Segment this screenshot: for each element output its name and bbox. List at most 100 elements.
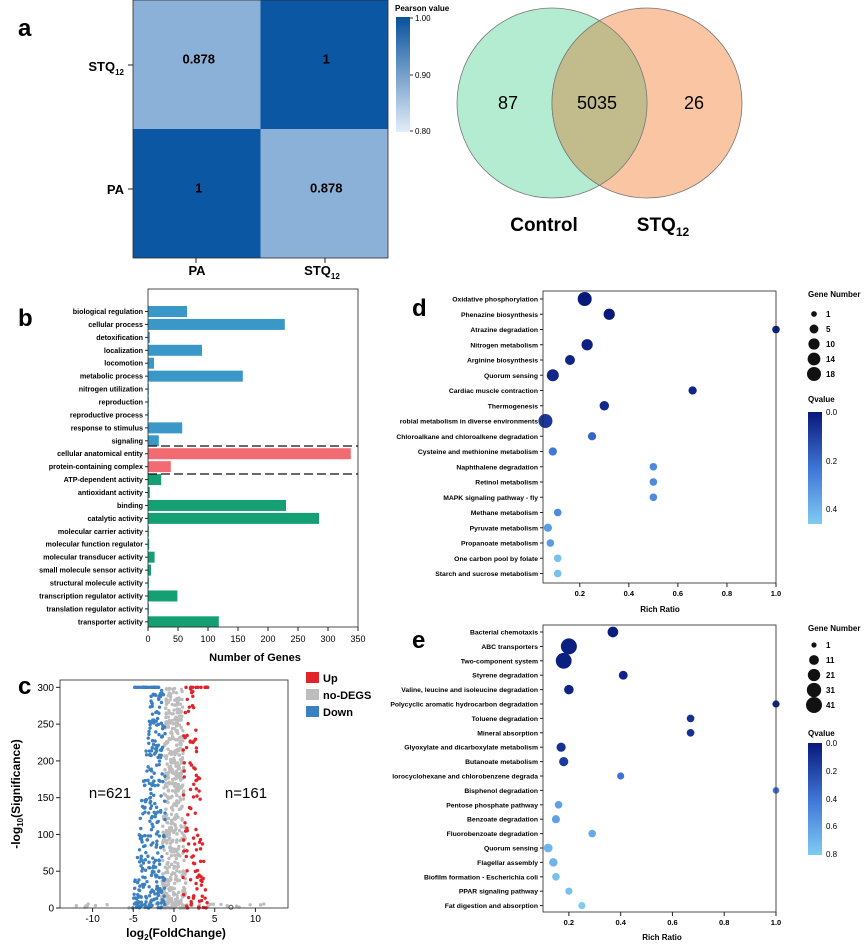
d-size-legend-title: Gene Number (808, 290, 860, 299)
d-x-tick-label: 0.4 (624, 589, 635, 598)
heatmap-row-label-2: PA (107, 182, 125, 197)
e-bubble (551, 815, 560, 824)
volcano-point (168, 751, 172, 756)
volcano-point (147, 781, 152, 786)
volcano-point (172, 686, 177, 691)
e-q-tick: 0.6 (826, 822, 838, 831)
volcano-point (178, 710, 182, 714)
volcano-point (150, 701, 154, 705)
d-pathway-label: Chloroalkane and chloroalkene degradatio… (396, 434, 538, 441)
volcano-point (170, 794, 174, 799)
volcano-point (148, 801, 152, 805)
volcano-point (188, 878, 193, 882)
e-pathway-label: Benzoate degradation (467, 817, 538, 824)
d-pathway-label: Naphthalene degradation (456, 464, 538, 471)
e-pathway-label: ABC transporters (481, 644, 538, 651)
volcano-point (133, 886, 137, 891)
volcano-point (162, 848, 166, 852)
volcano-point (148, 722, 152, 727)
e-bubble (578, 902, 586, 910)
venn-only-right: 26 (684, 93, 704, 113)
d-size-legend-label: 10 (826, 340, 835, 349)
volcano-point (146, 765, 150, 769)
volcano-point (151, 721, 156, 725)
volcano-point (181, 765, 186, 770)
volcano-point (158, 694, 163, 699)
volcano-point (166, 816, 171, 821)
volcano-point (181, 869, 186, 873)
volcano-x-tick-label: 10 (250, 914, 262, 925)
volcano-point (167, 865, 171, 869)
d-pathway-label: Propanoate metabolism (461, 541, 538, 548)
volcano-point (172, 727, 177, 731)
d-q-colorbar (808, 412, 822, 524)
volcano-point (186, 813, 190, 817)
volcano-point (156, 697, 161, 702)
volcano-point (149, 816, 154, 820)
volcano-point (175, 832, 179, 836)
go-bar (148, 551, 155, 563)
volcano-point (154, 887, 159, 891)
e-q-tick: 0.4 (826, 795, 838, 804)
volcano-point (168, 899, 173, 904)
volcano-point (258, 903, 263, 907)
d-pathway-label: One carbon pool by folate (454, 556, 538, 563)
go-bar (148, 306, 187, 317)
volcano-point (167, 687, 171, 691)
volcano-point (163, 817, 167, 822)
volcano-point (169, 730, 174, 734)
volcano-point (181, 889, 185, 893)
volcano-point (168, 849, 173, 853)
volcano-point (153, 747, 158, 751)
volcano-point (198, 797, 202, 801)
e-size-legend-label: 11 (826, 656, 835, 665)
e-bubble (543, 843, 553, 853)
d-bubble (543, 523, 553, 532)
volcano-point (161, 824, 165, 828)
volcano-point (155, 842, 159, 847)
volcano-point (170, 896, 174, 901)
volcano-point (194, 848, 199, 852)
volcano-point (153, 892, 157, 896)
e-pathway-label: Butanoate metabolism (465, 759, 538, 766)
go-x-tick-label: 350 (350, 634, 365, 644)
go-category-label: binding (117, 501, 143, 510)
volcano-point (225, 904, 229, 908)
go-bar (148, 616, 219, 628)
volcano-point (196, 874, 201, 878)
d-bubble (649, 478, 658, 486)
volcano-point (160, 882, 165, 886)
d-x-tick-label: 1.0 (771, 589, 781, 598)
volcano-point (148, 726, 152, 730)
volcano-point (172, 760, 176, 764)
volcano-point (175, 697, 179, 701)
volcano-point (147, 729, 151, 734)
volcano-point (146, 854, 150, 858)
go-bar (148, 357, 154, 369)
go-category-label: metabolic process (80, 372, 143, 381)
volcano-point (164, 687, 169, 691)
volcano-point (177, 890, 181, 895)
volcano-point (164, 712, 168, 716)
volcano-point (172, 866, 176, 870)
volcano-point (198, 859, 203, 864)
volcano-point (151, 825, 155, 829)
volcano-point (178, 757, 183, 762)
e-bubble (549, 858, 558, 867)
d-pathway-label: Nitrogen metabolism (470, 342, 538, 349)
volcano-point (178, 746, 183, 750)
go-category-label: reproductive process (70, 410, 143, 419)
volcano-point (185, 826, 189, 830)
d-bubble (587, 432, 597, 441)
e-bubble (565, 887, 573, 895)
volcano-point (162, 894, 166, 898)
go-category-label: catalytic activity (87, 514, 143, 523)
volcano-point (133, 685, 137, 690)
volcano-point (165, 795, 169, 799)
heatmap-cell-value: 0.878 (182, 52, 215, 67)
go-category-label: response to stimulus (71, 423, 143, 432)
volcano-point (157, 875, 162, 880)
volcano-point (163, 902, 167, 907)
volcano-point (187, 705, 192, 709)
heatmap-col-label-2: STQ12 (304, 263, 340, 281)
